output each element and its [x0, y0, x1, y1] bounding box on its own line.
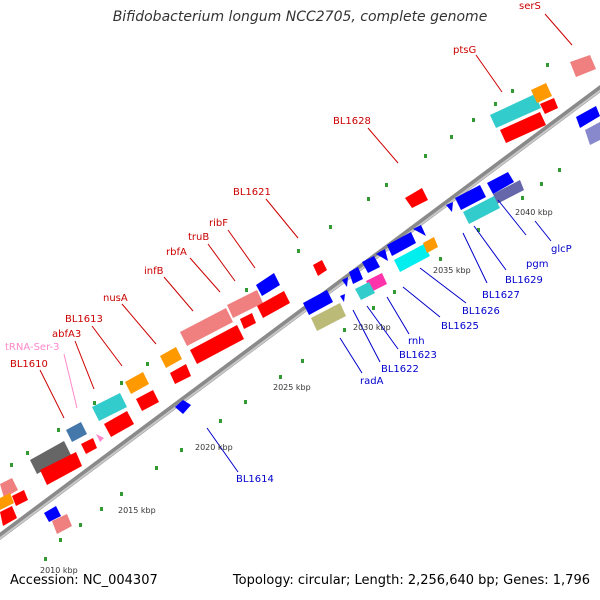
gene-feature[interactable] [227, 290, 263, 318]
gene-feature[interactable] [44, 506, 61, 522]
gene-label-rbfA[interactable]: rbfA [166, 247, 187, 258]
scale-labels: 2010 kbp 2015 kbp 2020 kbp 2025 kbp 2030… [40, 208, 553, 575]
gene-feature[interactable] [170, 364, 191, 384]
gene-feature[interactable] [257, 291, 290, 318]
gene-feature[interactable] [30, 441, 71, 474]
gene-feature[interactable] [490, 94, 541, 128]
gene-feature[interactable] [240, 313, 256, 329]
scale-label: 2020 kbp [195, 443, 233, 452]
reverse-gene-labels: glcP pgm BL1629 BL1627 BL1626 BL1625 rnh… [236, 244, 572, 485]
gene-label-BL1621[interactable]: BL1621 [233, 187, 271, 198]
gene-feature[interactable] [585, 122, 600, 145]
gene-label-BL1623[interactable]: BL1623 [399, 350, 437, 361]
gene-label-BL1625[interactable]: BL1625 [441, 321, 479, 332]
gene-feature[interactable] [570, 55, 596, 77]
gene-feature[interactable] [413, 225, 426, 236]
gene-label-serS[interactable]: serS [519, 1, 541, 12]
gene-feature[interactable] [81, 438, 97, 454]
map-title: Bifidobacterium longum NCC2705, complete… [112, 9, 488, 25]
gene-feature[interactable] [500, 112, 546, 143]
gene-feature[interactable] [405, 188, 428, 208]
gene-label-ptsG[interactable]: ptsG [453, 45, 476, 56]
reverse-genes [44, 106, 600, 534]
gene-feature[interactable] [463, 196, 500, 224]
scale-label: 2010 kbp [40, 566, 78, 575]
gene-feature[interactable] [493, 180, 524, 204]
gene-feature[interactable] [362, 256, 380, 273]
forward-genes [0, 55, 596, 526]
gene-label-BL1613[interactable]: BL1613 [65, 314, 103, 325]
gene-label-BL1626[interactable]: BL1626 [462, 306, 500, 317]
accession-text: Accession: NC_004307 [10, 573, 158, 588]
gene-label-rnh[interactable]: rnh [408, 336, 425, 347]
scale-label: 2030 kbp [353, 323, 391, 332]
gene-feature[interactable] [40, 452, 82, 485]
gene-label-BL1614[interactable]: BL1614 [236, 474, 274, 485]
gene-feature[interactable] [96, 434, 104, 442]
gene-feature[interactable] [66, 422, 87, 442]
gene-feature[interactable] [0, 493, 14, 510]
gene-label-truB[interactable]: truB [188, 232, 209, 243]
gene-feature[interactable] [190, 325, 244, 364]
gene-feature[interactable] [125, 372, 149, 394]
label-connectors [39, 13, 573, 473]
gene-feature[interactable] [540, 98, 558, 114]
gene-feature[interactable] [52, 514, 72, 534]
gene-label-BL1629[interactable]: BL1629 [505, 275, 543, 286]
scale-label: 2025 kbp [273, 383, 311, 392]
gene-feature[interactable] [313, 260, 327, 276]
gene-feature[interactable] [455, 185, 486, 210]
gene-label-BL1610[interactable]: BL1610 [10, 359, 48, 370]
gene-label-nusA[interactable]: nusA [103, 293, 128, 304]
gene-feature[interactable] [256, 273, 280, 296]
gene-feature[interactable] [92, 393, 127, 421]
gene-feature[interactable] [104, 411, 134, 437]
gene-label-BL1628[interactable]: BL1628 [333, 116, 371, 127]
gene-feature[interactable] [340, 294, 345, 302]
backbone [0, 84, 600, 541]
gene-feature[interactable] [0, 478, 18, 498]
gene-label-abfA3[interactable]: abfA3 [52, 329, 81, 340]
gene-feature[interactable] [376, 249, 388, 261]
gene-label-glcP[interactable]: glcP [551, 244, 572, 255]
gene-label-BL1622[interactable]: BL1622 [381, 364, 419, 375]
gene-feature[interactable] [311, 303, 346, 331]
gene-feature[interactable] [160, 347, 182, 368]
gene-feature[interactable] [446, 202, 453, 212]
genome-summary-text: Topology: circular; Length: 2,256,640 bp… [232, 573, 590, 588]
gene-feature[interactable] [531, 83, 552, 103]
forward-gene-labels: serS ptsG BL1628 BL1621 ribF truB rbfA i… [5, 1, 541, 370]
gene-feature[interactable] [180, 308, 233, 346]
gene-feature[interactable] [487, 172, 514, 194]
gene-feature[interactable] [303, 290, 333, 315]
gene-feature[interactable] [136, 390, 159, 411]
gene-feature[interactable] [349, 267, 363, 284]
gene-feature[interactable] [175, 400, 191, 414]
gene-label-pgm[interactable]: pgm [526, 259, 548, 270]
gene-feature[interactable] [342, 277, 348, 287]
scale-label: 2040 kbp [515, 208, 553, 217]
gene-feature[interactable] [12, 490, 28, 506]
gene-label-radA[interactable]: radA [360, 376, 384, 387]
gene-label-tRNA-Ser-3[interactable]: tRNA-Ser-3 [5, 342, 60, 353]
gene-feature[interactable] [0, 506, 17, 526]
scale-label: 2035 kbp [433, 266, 471, 275]
gene-feature[interactable] [394, 244, 430, 272]
gene-label-BL1627[interactable]: BL1627 [482, 290, 520, 301]
gene-feature[interactable] [355, 282, 375, 300]
tick-marks [10, 63, 561, 561]
gene-feature[interactable] [387, 232, 416, 256]
gene-label-infB[interactable]: infB [144, 266, 164, 277]
scale-label: 2015 kbp [118, 506, 156, 515]
gene-feature[interactable] [576, 106, 600, 128]
gene-label-ribF[interactable]: ribF [209, 218, 228, 229]
gene-feature[interactable] [423, 237, 438, 253]
